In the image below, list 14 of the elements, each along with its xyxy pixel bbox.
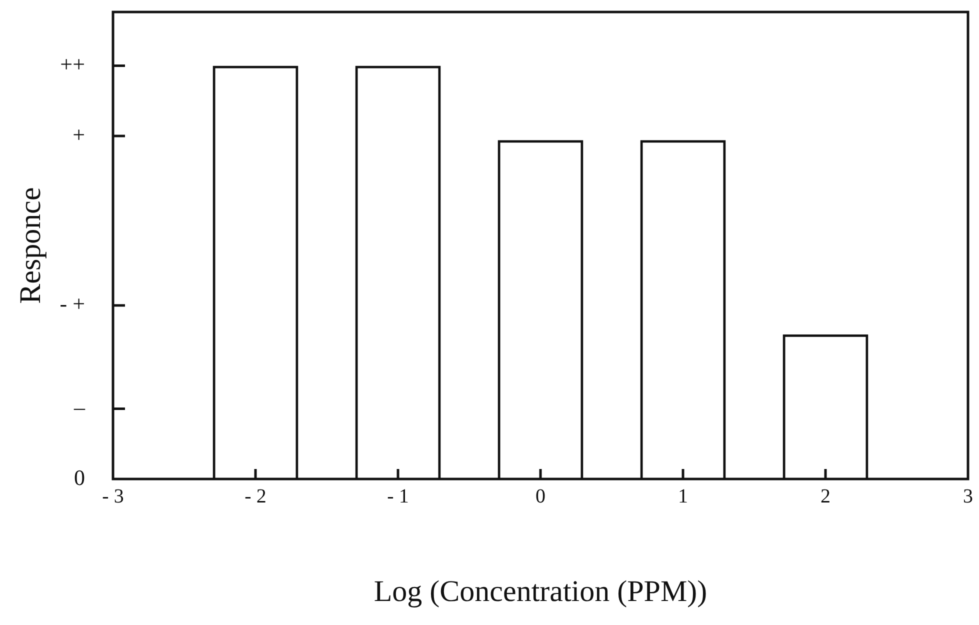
x-axis-title: Log (Concentration (PPM)) <box>374 574 708 608</box>
text: ++ <box>60 52 85 77</box>
x-tick-label: 3 <box>963 485 973 508</box>
x-tick-label: 2 <box>820 485 830 508</box>
y-axis-title: Responce <box>14 187 47 304</box>
x-tick-label: 1 <box>678 485 688 508</box>
x-tick-label: 0 <box>536 485 546 508</box>
x-tick-label: - 2 <box>244 485 266 508</box>
x-tick-label: - 1 <box>387 485 409 508</box>
text: 0 <box>74 464 85 490</box>
text: + <box>72 122 85 147</box>
text: – <box>73 394 86 420</box>
x-tick-label: - 3 <box>102 485 124 508</box>
text: - + <box>60 291 85 316</box>
